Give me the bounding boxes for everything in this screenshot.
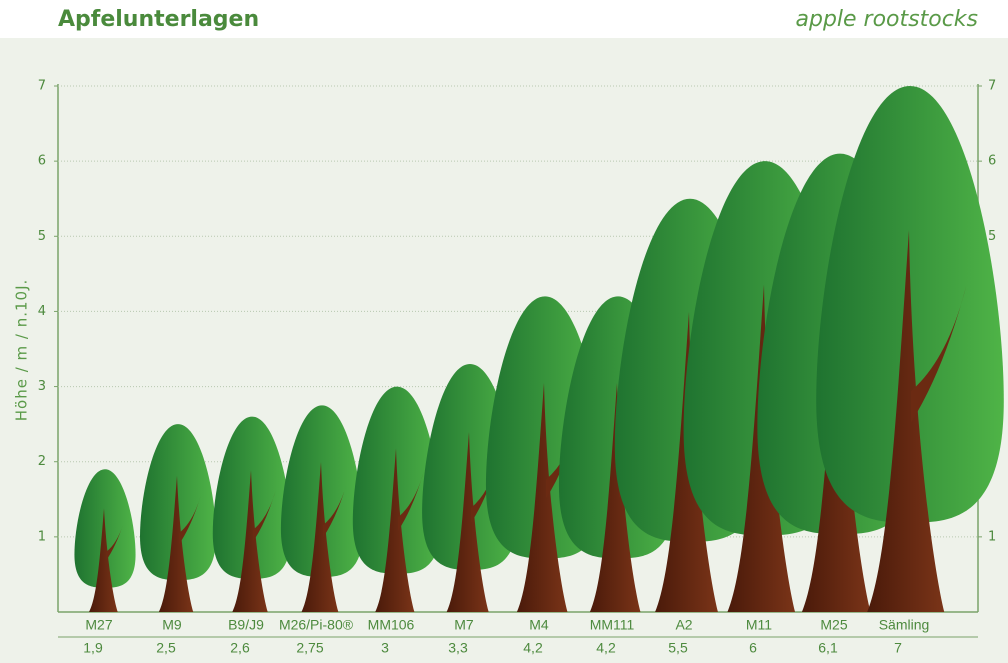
value-label: 3	[381, 640, 389, 656]
y-tick-label: 6	[988, 154, 996, 169]
y-tick-label: 6	[38, 154, 46, 169]
x-tick-label: Sämling	[879, 617, 930, 633]
value-label: 2,6	[230, 640, 250, 656]
value-label: 4,2	[523, 640, 543, 656]
y-tick-label: 5	[38, 229, 46, 244]
tree-branch	[471, 458, 499, 523]
y-tick-label: 5	[988, 229, 996, 244]
x-tick-label: B9/J9	[228, 617, 264, 633]
value-label: 6	[749, 640, 757, 656]
y-tick-label: 2	[38, 454, 46, 469]
tree-trunk	[158, 475, 194, 612]
chart-title: Apfelunterlagen	[58, 7, 259, 32]
tree-trunk	[232, 470, 268, 612]
y-tick-label: 1	[38, 529, 46, 544]
y-axis-label: Höhe / m / n.10J.	[13, 279, 31, 422]
x-tick-label: M27	[85, 617, 112, 633]
x-tick-label: MM111	[590, 617, 635, 633]
x-tick-label: M4	[529, 617, 549, 633]
y-tick-label: 4	[38, 304, 46, 319]
value-label: 7	[894, 640, 902, 656]
y-tick-label: 1	[988, 529, 996, 544]
x-tick-label: A2	[675, 617, 692, 633]
x-tick-label: M26/Pi-80®	[279, 617, 354, 633]
tree-branch	[106, 523, 124, 561]
value-label: 6,1	[818, 640, 838, 656]
tree-trunk	[867, 230, 945, 612]
tree-branch	[323, 483, 347, 538]
value-label: 4,2	[596, 640, 616, 656]
tree-branch	[546, 416, 581, 499]
tree-trunk	[446, 431, 489, 612]
y-tick-label: 3	[38, 379, 46, 394]
value-label: 5,5	[668, 640, 688, 656]
value-label: 3,3	[448, 640, 468, 656]
y-tick-label: 7	[38, 79, 46, 94]
x-tick-label: MM106	[368, 617, 415, 633]
y-tick-label: 7	[988, 79, 996, 94]
tree-trunk	[516, 382, 568, 612]
chart-subtitle: apple rootstocks	[796, 7, 979, 32]
tree-trunk	[589, 382, 641, 612]
tree-trunk	[89, 508, 118, 612]
x-tick-label: M7	[454, 617, 474, 633]
tree-branch	[911, 285, 967, 423]
x-tick-label: M11	[746, 617, 772, 633]
tree-trunk	[301, 461, 339, 612]
value-label: 2,5	[156, 640, 176, 656]
tree-branch	[253, 490, 276, 542]
value-label: 2,75	[296, 640, 323, 656]
tree-trunk	[375, 448, 415, 612]
x-tick-label: M9	[162, 617, 182, 633]
x-tick-label: M25	[820, 617, 847, 633]
tree-branch	[179, 495, 201, 545]
tree-branch	[398, 472, 424, 531]
value-label: 1,9	[83, 640, 103, 656]
